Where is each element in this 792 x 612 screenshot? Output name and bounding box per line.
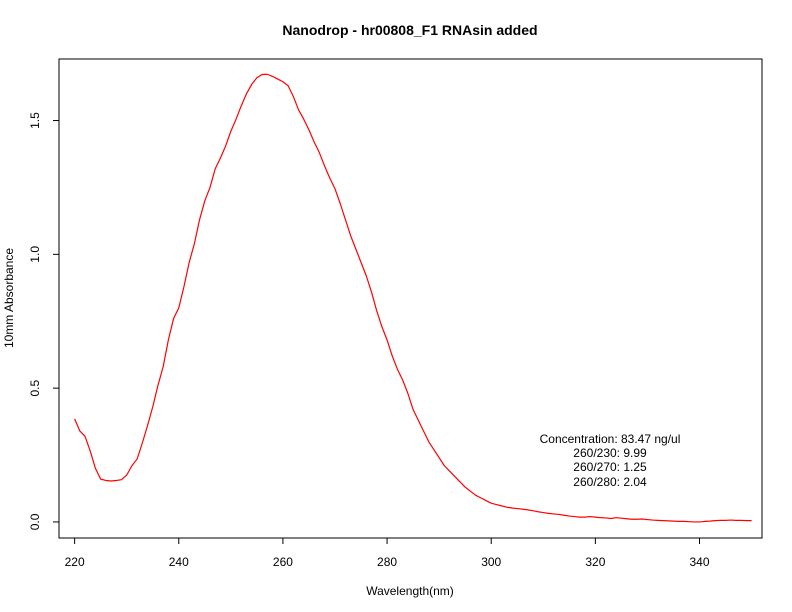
x-tick-label: 220 [65, 555, 85, 569]
y-tick-label: 0.5 [28, 379, 42, 396]
x-axis-title: Wavelength(nm) [366, 584, 454, 598]
x-tick-label: 280 [377, 555, 397, 569]
annotation-260-230: 260/230: 9.99 [573, 446, 647, 460]
x-axis: 220 240 260 280 300 320 340 [65, 538, 710, 569]
y-tick-label: 1.0 [28, 246, 42, 263]
x-tick-label: 340 [689, 555, 709, 569]
absorbance-series-line [74, 73, 752, 523]
x-tick-label: 320 [585, 555, 605, 569]
y-axis: 0.0 0.5 1.0 1.5 [28, 112, 59, 530]
annotation-block: Concentration: 83.47 ng/ul 260/230: 9.99… [540, 432, 681, 489]
annotation-260-280: 260/280: 2.04 [573, 475, 647, 489]
y-tick-label: 0.0 [28, 513, 42, 530]
annotation-concentration: Concentration: 83.47 ng/ul [540, 432, 681, 446]
x-tick-label: 240 [169, 555, 189, 569]
y-tick-label: 1.5 [28, 112, 42, 129]
plot-frame [58, 58, 763, 539]
x-tick-label: 300 [481, 555, 501, 569]
annotation-260-270: 260/270: 1.25 [573, 460, 647, 474]
series-layer [74, 73, 752, 523]
chart-title: Nanodrop - hr00808_F1 RNAsin added [282, 22, 537, 38]
y-axis-title: 10mm Absorbance [2, 248, 16, 348]
x-tick-label: 260 [273, 555, 293, 569]
